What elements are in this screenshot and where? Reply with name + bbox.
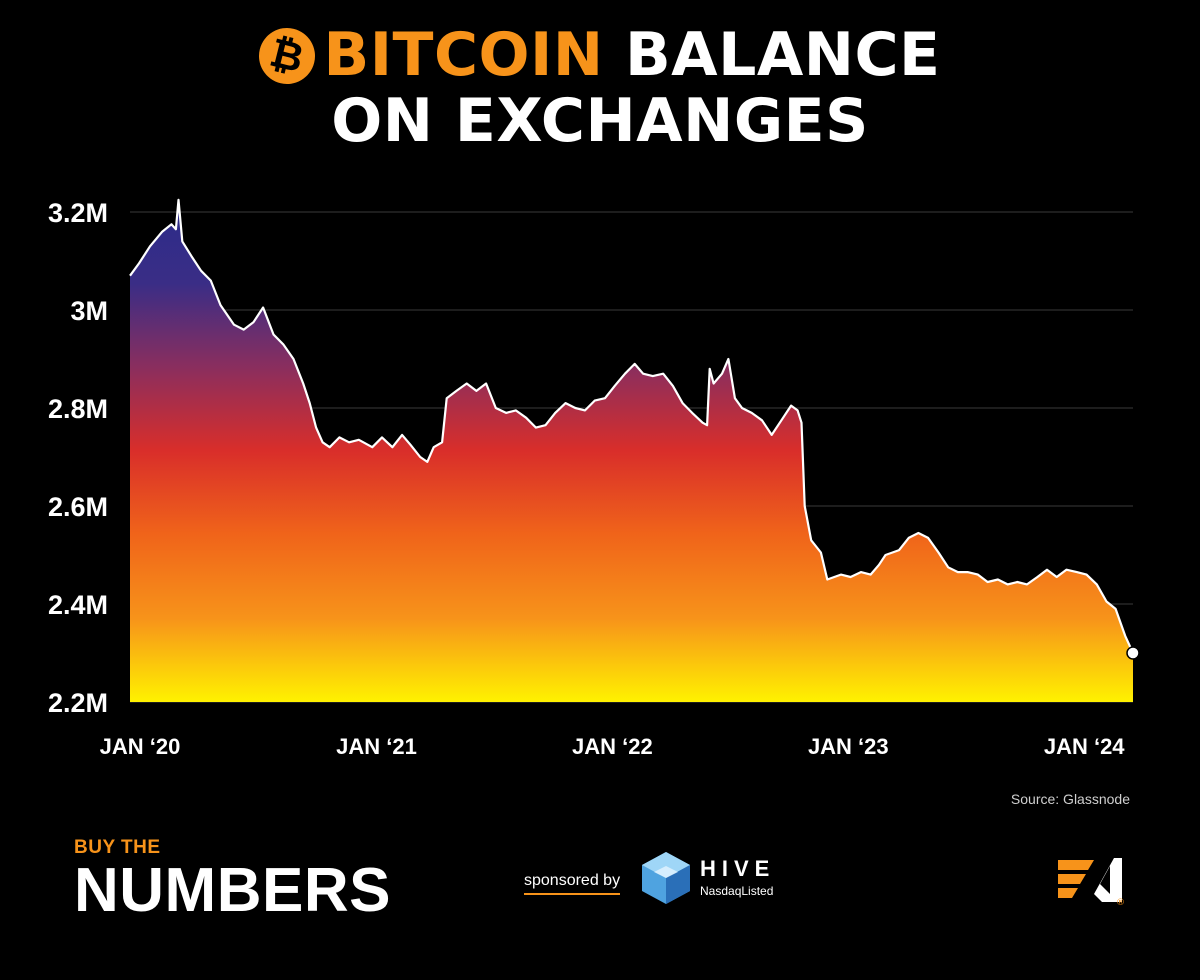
brand-big-text: NUMBERS	[74, 856, 391, 925]
hive-cube-icon	[642, 852, 690, 904]
end-marker	[1126, 646, 1140, 660]
buy-the-numbers-logo: BUY THE NUMBERS	[74, 838, 391, 924]
sponsor-name: HIVE	[700, 856, 776, 881]
y-tick-label: 2.6M	[48, 492, 108, 522]
chart-title: ₿ BITCOIN BALANCE ON EXCHANGES	[0, 22, 1200, 154]
brand-small-text: BUY THE	[74, 837, 161, 858]
sponsored-by-text: sponsored by	[524, 872, 621, 895]
y-tick-label: 2.4M	[48, 590, 108, 620]
svg-text:®: ®	[1116, 898, 1125, 906]
x-tick-label: JAN ‘21	[336, 734, 417, 759]
y-tick-label: 2.2M	[48, 688, 108, 718]
series-line	[129, 198, 1135, 654]
title-rest: BALANCE	[624, 20, 941, 90]
title-line-2: ON EXCHANGES	[331, 86, 869, 156]
sponsor-sub: NasdaqListed	[700, 884, 774, 898]
source-note: Source: Glassnode	[1010, 791, 1130, 807]
series-area	[130, 199, 1133, 703]
y-axis-ticks: 3.2M 3M 2.8M 2.6M 2.4M 2.2M	[48, 198, 108, 718]
title-line-1: ₿ BITCOIN BALANCE	[0, 20, 1200, 90]
hive-logo: HIVE NasdaqListed	[640, 850, 773, 910]
y-tick-label: 3.2M	[48, 198, 108, 228]
x-axis-ticks: JAN ‘20 JAN ‘21 JAN ‘22 JAN ‘23 JAN ‘24	[100, 734, 1126, 759]
title-accent: BITCOIN	[323, 20, 604, 90]
y-tick-label: 3M	[70, 296, 108, 326]
x-tick-label: JAN ‘23	[808, 734, 889, 759]
brand-mark-icon: ®	[1058, 858, 1125, 906]
x-tick-label: JAN ‘20	[100, 734, 181, 759]
x-tick-label: JAN ‘24	[1044, 734, 1125, 759]
x-tick-label: JAN ‘22	[572, 734, 653, 759]
y-tick-label: 2.8M	[48, 394, 108, 424]
